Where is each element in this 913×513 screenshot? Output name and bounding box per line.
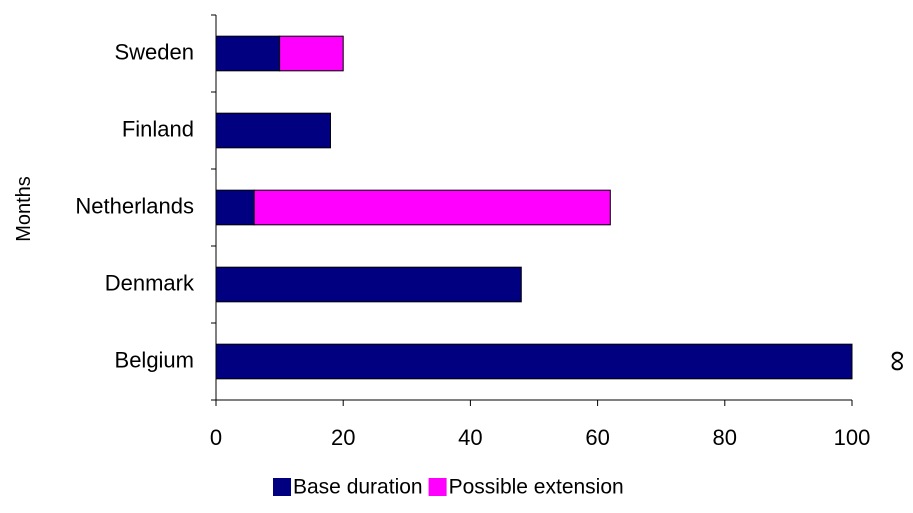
bar-denmark-base bbox=[215, 266, 522, 303]
category-label-sweden: Sweden bbox=[114, 39, 194, 64]
bar-netherlands-base bbox=[215, 189, 255, 226]
x-tick-label: 20 bbox=[331, 425, 355, 450]
category-label-belgium: Belgium bbox=[115, 347, 194, 372]
legend: Base duration Possible extension bbox=[273, 476, 624, 499]
legend-label-base: Base duration bbox=[293, 476, 423, 499]
category-label-finland: Finland bbox=[122, 116, 194, 141]
category-labels: Belgium Denmark Netherlands Finland Sweden bbox=[75, 39, 195, 372]
x-tick-labels: 0 20 40 60 80 100 bbox=[210, 425, 870, 450]
legend-swatch-base bbox=[273, 478, 291, 496]
bar-netherlands-extension bbox=[253, 189, 611, 226]
y-axis-title: Months bbox=[13, 176, 35, 242]
x-tick-label: 100 bbox=[834, 425, 871, 450]
axes bbox=[211, 14, 853, 406]
x-tick-label: 0 bbox=[210, 425, 222, 450]
bars bbox=[215, 35, 853, 380]
x-tick-label: 80 bbox=[713, 425, 737, 450]
infinity-annotation: ∞ bbox=[880, 350, 913, 371]
x-tick-label: 40 bbox=[458, 425, 482, 450]
category-label-netherlands: Netherlands bbox=[75, 193, 194, 218]
bar-finland-base bbox=[215, 112, 331, 149]
bar-sweden-extension bbox=[279, 35, 344, 72]
bar-sweden-base bbox=[215, 35, 281, 72]
category-label-denmark: Denmark bbox=[105, 270, 195, 295]
x-tick-label: 60 bbox=[585, 425, 609, 450]
legend-label-extension: Possible extension bbox=[449, 476, 624, 499]
bar-belgium-base bbox=[215, 343, 853, 380]
legend-swatch-extension bbox=[428, 478, 447, 496]
